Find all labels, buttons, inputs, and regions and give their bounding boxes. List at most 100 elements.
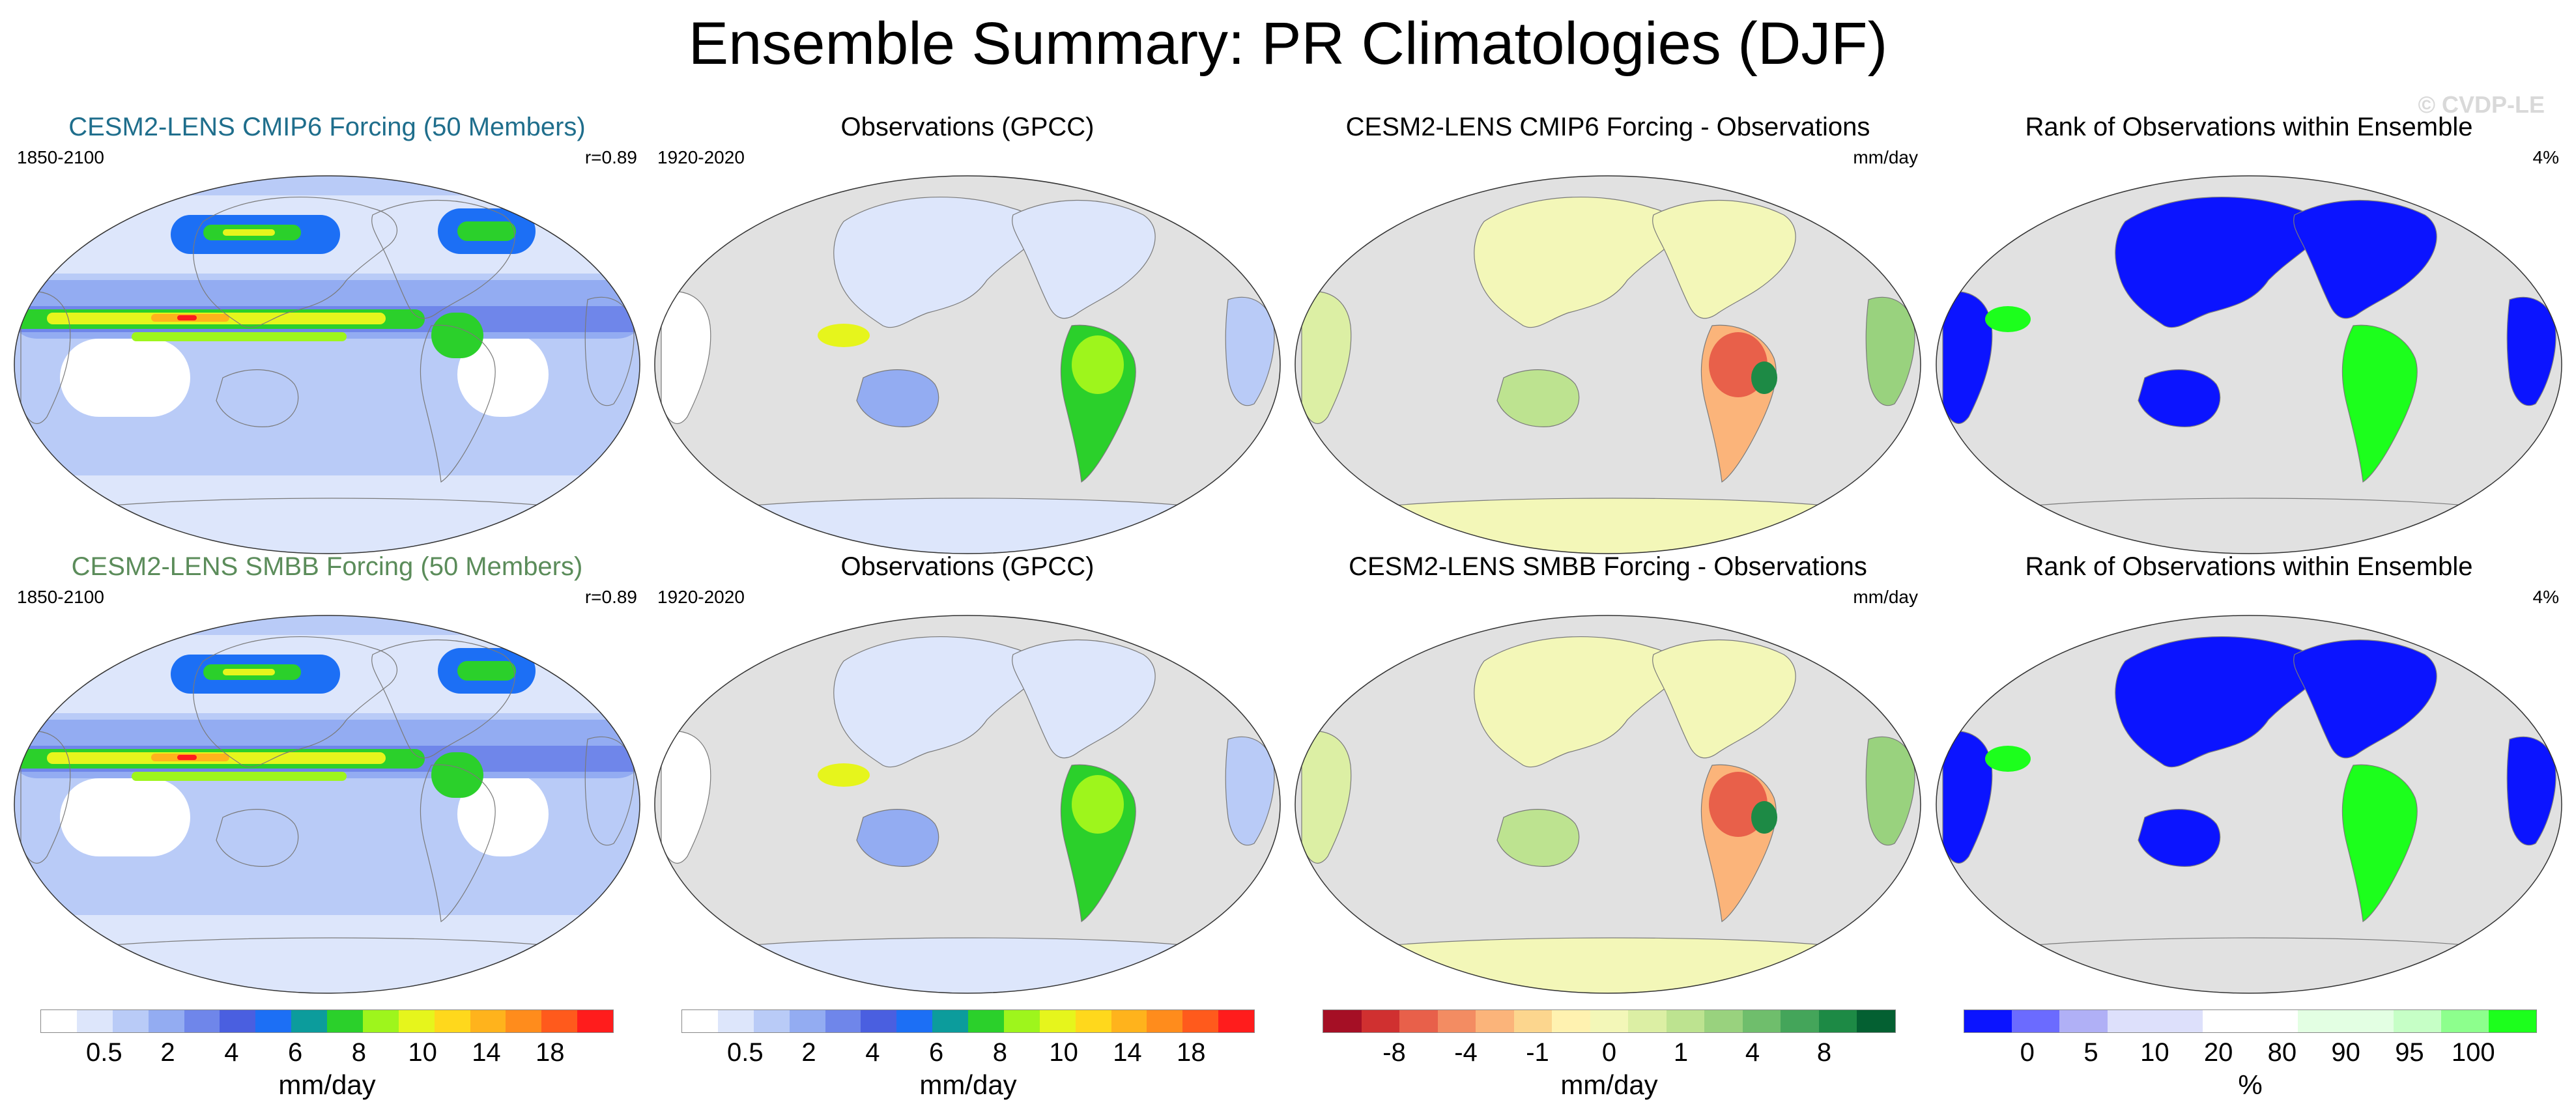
panel-title: CESM2-LENS SMBB Forcing (50 Members) <box>71 552 583 581</box>
map-obs-precip <box>654 175 1281 554</box>
colorbar-tick-label: 10 <box>408 1038 437 1067</box>
colorbar-ticks: 0.5 2 4 6 8 10 14 18 <box>40 1038 614 1068</box>
colorbar-ticks: 0.5 2 4 6 8 10 14 18 <box>681 1038 1255 1068</box>
land-region <box>1865 296 1915 406</box>
land-region <box>1301 290 1352 424</box>
colorbar-swatch <box>896 1010 933 1032</box>
colorbar-tick-label: -8 <box>1382 1038 1406 1067</box>
panel-rank: Rank of Observations within Ensemble 4% <box>1930 550 2568 994</box>
map-obs-precip <box>654 615 1281 994</box>
land-region <box>833 636 1038 768</box>
land-region <box>2506 296 2556 406</box>
land-region <box>856 369 939 427</box>
colorbar-ticks: -8 -4 -1 0 1 4 8 <box>1323 1038 1896 1068</box>
land-region <box>2115 636 2319 768</box>
land-region <box>2293 200 2437 319</box>
percent-label: 4% <box>2532 587 2559 607</box>
colorbar-tick-label: 10 <box>2140 1038 2169 1067</box>
panel-smbb-diff: CESM2-LENS SMBB Forcing - Observations m… <box>1289 550 1927 994</box>
colorbar-tick-label: 6 <box>287 1038 303 1067</box>
land-region <box>1366 937 1850 993</box>
precip-band <box>60 778 190 856</box>
colorbar-swatch <box>76 1010 113 1032</box>
precip-band <box>457 661 516 681</box>
map-cmip6-precip <box>14 175 640 554</box>
colorbar-swatch <box>2440 1010 2489 1032</box>
period-label: 1850-2100 <box>17 147 104 167</box>
map-obs-rank <box>1936 175 2562 554</box>
colorbar-swatch <box>2298 1010 2346 1032</box>
colorbar-swatch <box>327 1010 363 1032</box>
panel-cmip6-model: CESM2-LENS CMIP6 Forcing (50 Members) 18… <box>8 111 646 554</box>
colorbar-precip: 0.5 2 4 6 8 10 14 18 mm/day <box>40 1009 614 1107</box>
colorbar-tick-label: 5 <box>2083 1038 2098 1067</box>
land-region <box>2138 369 2221 427</box>
land-region <box>1012 640 1156 759</box>
correlation-label: r=0.89 <box>584 147 637 167</box>
colorbar-swatch <box>1742 1010 1781 1032</box>
colorbar-swatch <box>148 1010 184 1032</box>
land-region <box>1225 296 1275 406</box>
colorbar-swatch <box>1437 1010 1476 1032</box>
colorbar-tick-label: -1 <box>1526 1038 1549 1067</box>
colorbar-precip: 0.5 2 4 6 8 10 14 18 mm/day <box>681 1009 1255 1107</box>
precip-band <box>431 752 483 798</box>
colorbar-tick-label: 0 <box>1601 1038 1617 1067</box>
colorbar-tick-label: 4 <box>224 1038 239 1067</box>
land-region <box>833 196 1038 328</box>
colorbar-swatch <box>1147 1010 1183 1032</box>
colorbar-swatch <box>1075 1010 1111 1032</box>
land-region <box>2007 937 2491 993</box>
period-label: 1920-2020 <box>657 587 745 607</box>
period-label: 1920-2020 <box>657 147 745 167</box>
colorbar-tick-label: 0 <box>2020 1038 2035 1067</box>
colorbar-swatch <box>2154 1010 2203 1032</box>
colorbar-swatch <box>2107 1010 2155 1032</box>
panel-title: Rank of Observations within Ensemble <box>2025 552 2473 581</box>
precip-band <box>132 772 347 781</box>
colorbar-tick-label: 2 <box>160 1038 175 1067</box>
land-region <box>661 290 711 424</box>
precip-band <box>457 221 516 241</box>
panel-rank: Rank of Observations within Ensemble 4% <box>1930 111 2568 554</box>
colorbar-swatch <box>2202 1010 2251 1032</box>
panel-title: Rank of Observations within Ensemble <box>2025 113 2473 141</box>
land-region <box>1012 200 1156 319</box>
land-region <box>2293 640 2437 759</box>
colorbar-tick-label: 100 <box>2451 1038 2495 1067</box>
colorbar-swatch <box>1476 1010 1514 1032</box>
map-smbb-precip <box>14 615 640 994</box>
colorbar-swatch <box>541 1010 578 1032</box>
precip-band <box>177 755 197 760</box>
land-region <box>1474 196 1678 328</box>
land-region <box>1496 369 1580 427</box>
land-region <box>725 937 1210 993</box>
panel-title: CESM2-LENS SMBB Forcing - Observations <box>1349 552 1867 581</box>
colorbar-swatch <box>2250 1010 2298 1032</box>
map-cmip6-minus-obs <box>1295 175 1921 554</box>
panel-cmip6-diff: CESM2-LENS CMIP6 Forcing - Observations … <box>1289 111 1927 554</box>
colorbar-swatch <box>1361 1010 1400 1032</box>
colorbar-swatch <box>1628 1010 1667 1032</box>
colorbar-tick-label: 2 <box>801 1038 816 1067</box>
precip-band <box>132 332 347 341</box>
colorbar-swatch <box>2345 1010 2394 1032</box>
colorbar-swatches <box>1323 1009 1896 1033</box>
percent-label: 4% <box>2532 147 2559 167</box>
colorbar-swatch <box>1182 1010 1219 1032</box>
land-region <box>1942 290 1993 424</box>
precip-band <box>177 315 197 320</box>
colorbar-swatch <box>398 1010 435 1032</box>
colorbar-diff: -8 -4 -1 0 1 4 8 mm/day <box>1323 1009 1896 1107</box>
colorbar-swatch <box>362 1010 399 1032</box>
precip-band <box>431 313 483 358</box>
colorbar-swatch <box>577 1010 613 1032</box>
colorbar-unit: mm/day <box>919 1069 1017 1100</box>
colorbar-swatches <box>40 1009 614 1033</box>
colorbar-tick-label: -4 <box>1454 1038 1478 1067</box>
colorbar-tick-label: 1 <box>1673 1038 1689 1067</box>
colorbar-tick-label: 14 <box>472 1038 501 1067</box>
land-region <box>1652 640 1796 759</box>
land-region <box>2115 196 2319 328</box>
colorbar-swatch <box>753 1010 790 1032</box>
